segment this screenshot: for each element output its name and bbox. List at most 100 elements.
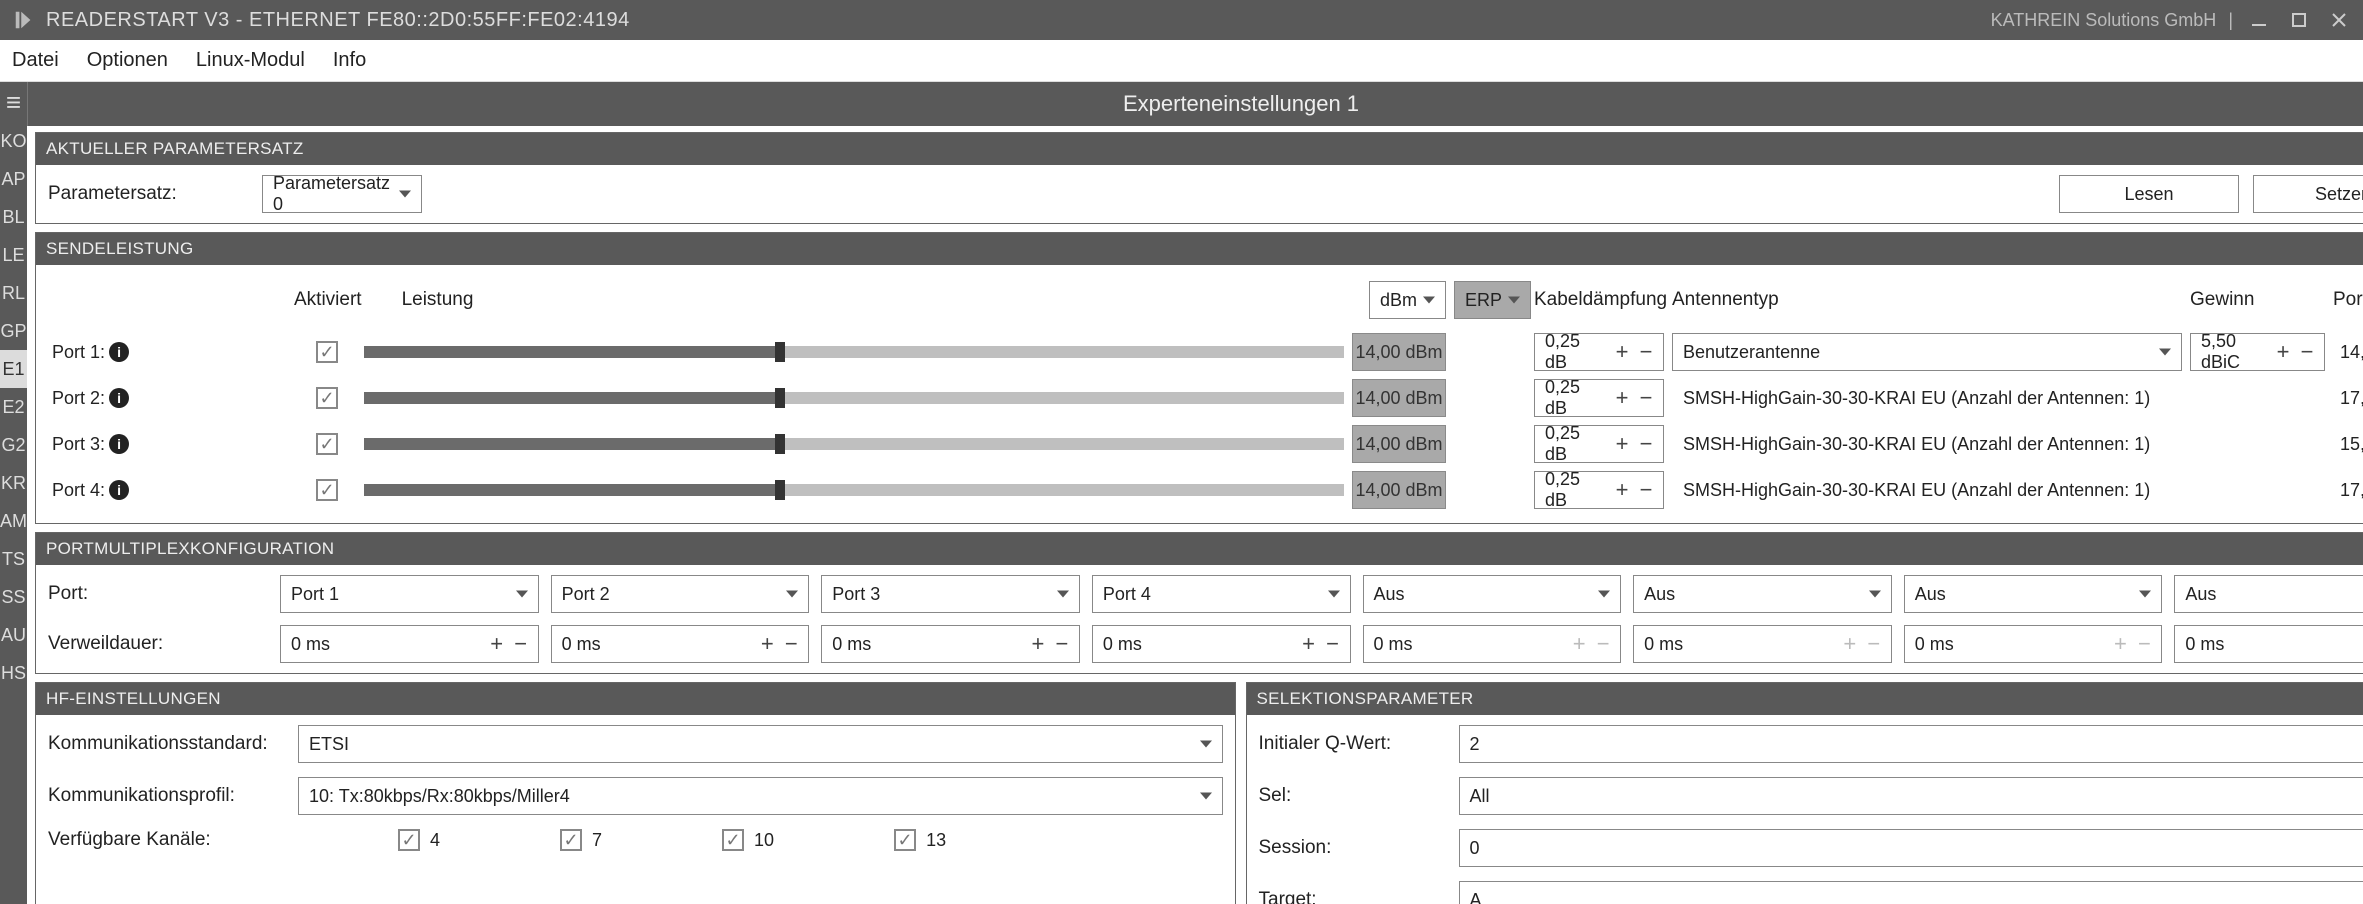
menu-item[interactable]: Linux-Modul [196, 49, 305, 72]
hf-channels-label: Verfügbare Kanäle: [48, 829, 298, 851]
port-label: Port 3: [52, 434, 105, 455]
sel-sel-select[interactable]: All [1459, 777, 2363, 815]
minus-icon[interactable]: − [2296, 341, 2318, 363]
channel-checkbox[interactable] [894, 829, 916, 851]
plus-icon[interactable]: + [2272, 341, 2294, 363]
port-active-checkbox[interactable] [316, 479, 338, 501]
sidebar-tab-am[interactable]: AM [0, 502, 27, 540]
channel-checkbox[interactable] [560, 829, 582, 851]
mux-port-select[interactable]: Aus [1633, 575, 1892, 613]
read-button[interactable]: Lesen [2059, 175, 2239, 213]
power-slider[interactable] [364, 340, 1344, 364]
numbox-value: 5,50 dBiC [2201, 331, 2266, 373]
close-button[interactable] [2325, 6, 2353, 34]
cable-attenuation-input[interactable]: 0,25 dB + − [1534, 425, 1664, 463]
unit-select[interactable]: dBm [1369, 281, 1446, 319]
info-icon[interactable]: i [109, 480, 129, 500]
select-value: ERP [1465, 290, 1502, 311]
mux-dwell-input[interactable]: 0 ms + − [821, 625, 1080, 663]
plus-icon[interactable]: + [1611, 387, 1633, 409]
power-slider[interactable] [364, 478, 1344, 502]
minus-icon[interactable]: − [1635, 387, 1657, 409]
sidebar-tab-bl[interactable]: BL [0, 198, 27, 236]
antenna-type-select[interactable]: Benutzerantenne [1672, 333, 2182, 371]
sel-session-select[interactable]: 0 [1459, 829, 2363, 867]
cable-attenuation-input[interactable]: 0,25 dB + − [1534, 471, 1664, 509]
mux-port-select[interactable]: Port 2 [551, 575, 810, 613]
cable-attenuation-input[interactable]: 0,25 dB + − [1534, 379, 1664, 417]
mode-select[interactable]: ERP [1454, 281, 1531, 319]
mux-port-select[interactable]: Aus [2174, 575, 2363, 613]
hf-std-select[interactable]: ETSI [298, 725, 1223, 763]
select-value: Port 4 [1103, 584, 1151, 605]
plus-icon[interactable]: + [756, 633, 778, 655]
plus-icon[interactable]: + [1611, 479, 1633, 501]
port-active-checkbox[interactable] [316, 341, 338, 363]
sidebar-tab-ts[interactable]: TS [0, 540, 27, 578]
menu-item[interactable]: Datei [12, 49, 59, 72]
plus-icon[interactable]: + [486, 633, 508, 655]
info-icon[interactable]: i [109, 388, 129, 408]
sel-q-select[interactable]: 2 [1459, 725, 2363, 763]
minus-icon[interactable]: − [1635, 341, 1657, 363]
sidebar-tab-hs[interactable]: HS [0, 654, 27, 692]
sidebar-tab-le[interactable]: LE [0, 236, 27, 274]
numbox-value: 0,25 dB [1545, 331, 1605, 373]
menu-item[interactable]: Optionen [87, 49, 168, 72]
maximize-button[interactable] [2285, 6, 2313, 34]
info-icon[interactable]: i [109, 342, 129, 362]
sidebar-tab-gp[interactable]: GP [0, 312, 27, 350]
sel-target-select[interactable]: A [1459, 881, 2363, 904]
menu-item[interactable]: Info [333, 49, 366, 72]
sidebar-tab-g2[interactable]: G2 [0, 426, 27, 464]
gain-input[interactable]: 5,50 dBiC + − [2190, 333, 2325, 371]
mux-port-select[interactable]: Port 3 [821, 575, 1080, 613]
power-slider[interactable] [364, 386, 1344, 410]
minimize-button[interactable] [2245, 6, 2273, 34]
minus-icon[interactable]: − [1635, 479, 1657, 501]
mux-dwell-input[interactable]: 0 ms + − [551, 625, 810, 663]
port-power-value: 17,00 dBm [2333, 388, 2363, 409]
port-power-value: 17,50 dBm [2333, 480, 2363, 501]
mux-port-select[interactable]: Port 1 [280, 575, 539, 613]
sidebar-tab-kr[interactable]: KR [0, 464, 27, 502]
cable-attenuation-input[interactable]: 0,25 dB + − [1534, 333, 1664, 371]
sidebar-tab-ss[interactable]: SS [0, 578, 27, 616]
mux-port-select[interactable]: Port 4 [1092, 575, 1351, 613]
plus-icon[interactable]: + [1298, 633, 1320, 655]
hf-profile-select[interactable]: 10: Tx:80kbps/Rx:80kbps/Miller4 [298, 777, 1223, 815]
power-slider[interactable] [364, 432, 1344, 456]
mux-port-select[interactable]: Aus [1363, 575, 1622, 613]
channel-checkbox[interactable] [722, 829, 744, 851]
parameterset-select[interactable]: Parametersatz 0 [262, 175, 422, 213]
sidebar-tab-ko[interactable]: KO [0, 122, 27, 160]
port-active-checkbox[interactable] [316, 433, 338, 455]
set-button[interactable]: Setzen [2253, 175, 2363, 213]
col-gain: Gewinn [2190, 289, 2325, 311]
numbox-value: 0 ms [2185, 634, 2363, 655]
plus-icon[interactable]: + [1611, 341, 1633, 363]
port-active-checkbox[interactable] [316, 387, 338, 409]
power-dbm-readout: 14,00 dBm [1352, 471, 1446, 509]
minus-icon[interactable]: − [780, 633, 802, 655]
sidebar-tab-e2[interactable]: E2 [0, 388, 27, 426]
sel-session-label: Session: [1259, 837, 1459, 859]
hamburger-icon[interactable]: ≡ [0, 82, 27, 122]
mux-port-select[interactable]: Aus [1904, 575, 2163, 613]
plus-icon[interactable]: + [1611, 433, 1633, 455]
minus-icon[interactable]: − [1051, 633, 1073, 655]
info-icon[interactable]: i [109, 434, 129, 454]
minus-icon[interactable]: − [1635, 433, 1657, 455]
plus-icon[interactable]: + [1027, 633, 1049, 655]
sidebar-tab-ap[interactable]: AP [0, 160, 27, 198]
channel-checkbox[interactable] [398, 829, 420, 851]
sidebar-tab-e1[interactable]: E1 [0, 350, 27, 388]
sidebar-tab-rl[interactable]: RL [0, 274, 27, 312]
numbox-value: 0 ms [1374, 634, 1563, 655]
minus-icon[interactable]: − [510, 633, 532, 655]
mux-dwell-input[interactable]: 0 ms + − [1092, 625, 1351, 663]
minus-icon[interactable]: − [1322, 633, 1344, 655]
numbox-value: 0 ms [832, 634, 1021, 655]
mux-dwell-input[interactable]: 0 ms + − [280, 625, 539, 663]
sidebar-tab-au[interactable]: AU [0, 616, 27, 654]
